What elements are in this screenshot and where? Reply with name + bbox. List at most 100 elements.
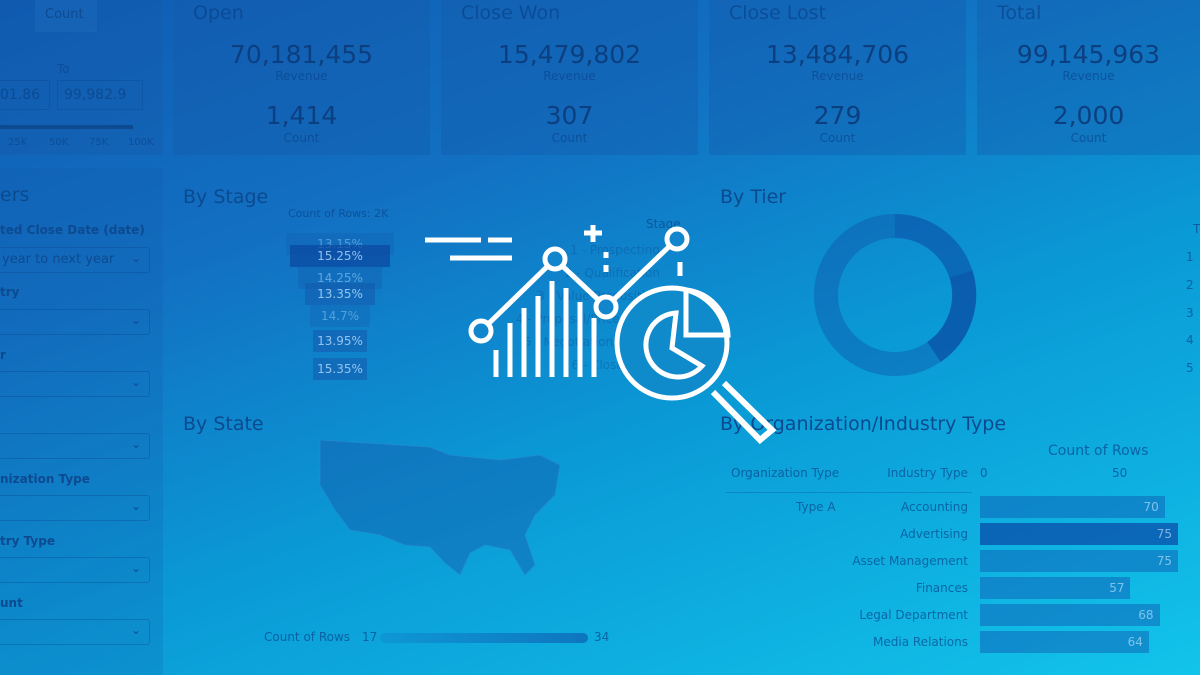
legend-item: 1 - Prospecting <box>570 243 660 257</box>
tick-100k: 100K <box>128 137 154 148</box>
filter-label: try <box>0 285 20 299</box>
kpi-count: 1,414 <box>265 101 338 130</box>
kpi-open: Open 70,181,455 Revenue 1,414 Count <box>173 0 430 155</box>
kpi-title: Open <box>193 2 244 24</box>
donut-slice[interactable] <box>926 270 977 362</box>
filter-dropdown-org-type[interactable]: ⌄ <box>0 495 150 521</box>
axis-tick: 0 <box>980 466 988 480</box>
by-stage-title: By Stage <box>183 186 269 208</box>
kpi-close-lost: Close Lost 13,484,706 Revenue 279 Count <box>709 0 966 155</box>
kpi-title: Close Lost <box>729 2 827 24</box>
count-tab[interactable]: Count <box>35 0 97 32</box>
axis-tick: 50 <box>1112 466 1128 480</box>
trend-point-icon <box>664 226 690 252</box>
chevron-down-icon: ⌄ <box>130 561 141 575</box>
us-map <box>319 439 561 576</box>
us-map-shape[interactable] <box>319 439 561 576</box>
stage-legend-title: Stage <box>646 217 681 231</box>
axis-title: Count of Rows <box>1048 443 1149 459</box>
header-divider <box>726 492 972 493</box>
kpi-revenue: 15,479,802 <box>497 40 642 69</box>
filter-dropdown-industry-type[interactable]: ⌄ <box>0 557 150 583</box>
industry-bar[interactable]: 75 <box>980 550 1178 572</box>
chevron-down-icon: ⌄ <box>130 499 141 513</box>
by-org-title: By Organization/Industry Type <box>720 413 1007 435</box>
filter-label: unt <box>0 596 23 610</box>
trend-line-icon <box>479 237 679 333</box>
funnel-segment[interactable]: 15.25% <box>290 245 390 267</box>
industry-bar[interactable]: 70 <box>980 496 1165 518</box>
filter-label: nization Type <box>0 472 90 486</box>
funnel-segment[interactable]: 14.7% <box>310 305 370 327</box>
filter-dropdown-tier[interactable]: ⌄ <box>0 371 150 397</box>
industry-bar[interactable]: 57 <box>980 577 1131 599</box>
donut-slice[interactable] <box>894 213 973 279</box>
tier-legend-item: 3 <box>1186 306 1194 320</box>
tick-50k: 50K <box>49 137 69 148</box>
industry-bar[interactable]: 64 <box>980 631 1149 653</box>
trend-point-icon <box>593 294 619 320</box>
col-industry-type: Industry Type <box>887 466 968 480</box>
kpi-title: Total <box>997 2 1042 24</box>
kpi-count: 307 <box>545 101 594 130</box>
filter-label: ted Close Date (date) <box>0 223 145 237</box>
plus-icon <box>584 225 602 242</box>
kpi-count-label: Count <box>1070 131 1107 145</box>
state-scale-max: 34 <box>594 630 610 644</box>
funnel-caption: Count of Rows: 2K <box>288 207 389 220</box>
chevron-down-icon: ⌄ <box>130 313 141 327</box>
tier-legend-item: 1 <box>1186 250 1194 264</box>
kpi-count-label: Count <box>283 131 320 145</box>
col-org-type: Organization Type <box>731 466 840 480</box>
pie-wedge-icon <box>683 287 731 338</box>
funnel-segment[interactable]: 13.35% <box>305 283 375 305</box>
range-slider[interactable] <box>0 125 133 129</box>
kpi-revenue-label: Revenue <box>275 69 328 83</box>
kpi-revenue: 99,145,963 <box>1016 40 1161 69</box>
kpi-total: Total 99,145,963 Revenue 2,000 Count <box>977 0 1200 155</box>
pie-icon <box>643 310 706 380</box>
kpi-revenue-label: Revenue <box>811 69 864 83</box>
state-scale-bar <box>380 633 588 643</box>
kpi-revenue-label: Revenue <box>543 69 596 83</box>
bars-icon <box>493 281 597 377</box>
industry-label: Legal Department <box>859 608 968 622</box>
industry-bar[interactable]: 75 <box>980 523 1178 545</box>
to-label: To <box>57 62 70 76</box>
industry-bar[interactable]: 68 <box>980 604 1160 626</box>
filters-title: ers <box>0 184 30 206</box>
kpi-count-label: Count <box>819 131 856 145</box>
trend-point-icon <box>468 318 494 344</box>
filter-dropdown-account[interactable]: ⌄ <box>0 619 150 645</box>
dropdown-value: year to next year <box>2 252 115 267</box>
tier-legend-item: 4 <box>1186 333 1194 347</box>
filter-dropdown-close-date[interactable]: year to next year ⌄ <box>0 247 150 273</box>
funnel-segment[interactable]: 13.95% <box>313 330 367 352</box>
filter-dropdown-industry[interactable]: ⌄ <box>0 309 150 335</box>
chevron-down-icon: ⌄ <box>130 437 141 451</box>
kpi-count: 279 <box>813 101 862 130</box>
industry-label: Finances <box>915 581 968 595</box>
funnel-segment[interactable]: 15.35% <box>313 358 367 380</box>
tier-donut-chart <box>814 213 977 376</box>
kpi-close-won: Close Won 15,479,802 Revenue 307 Count <box>441 0 698 155</box>
tier-legend-item: 5 <box>1186 361 1194 375</box>
filter-dropdown[interactable]: ⌄ <box>0 433 150 459</box>
filter-label: try Type <box>0 534 55 548</box>
to-input[interactable]: 99,982.9 <box>57 80 143 110</box>
from-input[interactable]: 01.86 <box>0 80 50 110</box>
org-type-cell: Type A <box>796 500 836 514</box>
range-filter-panel: Count To 01.86 99,982.9 25K 50K 75K 100K <box>0 0 163 155</box>
trend-point-icon <box>542 246 568 272</box>
chevron-down-icon: ⌄ <box>130 623 141 637</box>
chevron-down-icon: ⌄ <box>130 375 141 389</box>
industry-label: Asset Management <box>852 554 968 568</box>
kpi-revenue: 13,484,706 <box>765 40 910 69</box>
kpi-title: Close Won <box>461 2 561 24</box>
tick-75k: 75K <box>89 137 109 148</box>
kpi-count: 2,000 <box>1052 101 1125 130</box>
magnifier-handle-icon <box>710 380 777 445</box>
state-scale-min: 17 <box>362 630 378 644</box>
state-scale-label: Count of Rows <box>264 630 351 644</box>
